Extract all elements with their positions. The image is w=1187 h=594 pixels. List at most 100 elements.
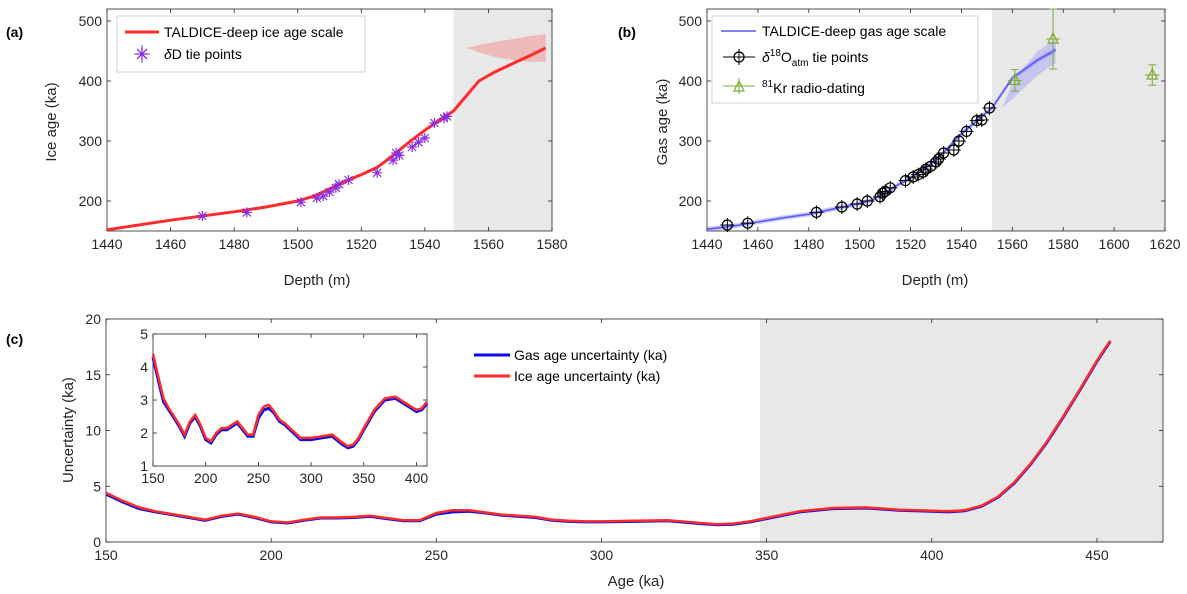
0-xtick-label: 1440 (91, 236, 122, 252)
2-ytick-label: 10 (85, 423, 101, 439)
d18O-tie-point (982, 101, 997, 115)
3-ytick-label: 2 (140, 425, 148, 441)
panel-b-plot-area: 1440 1460 1480 1500 1520 1540 1560 1580 1600 1620… (679, 8, 1181, 252)
panel-a-xlabel: Depth (m) (284, 272, 351, 289)
ice-age-uncertainty-band (466, 34, 546, 62)
2-xtick-label: 250 (425, 547, 449, 563)
dD-tie-point (372, 167, 383, 178)
d18O-tie-point (946, 143, 961, 157)
0-xtick-label: 1520 (346, 236, 377, 252)
panel-b-legend: TALDICE-deep gas age scale δ18Oatm tie p… (711, 15, 979, 104)
dD-tie-point (334, 179, 345, 190)
3-xtick-label: 150 (141, 470, 165, 486)
legend-kr-label: 81Kr radio-dating (762, 79, 865, 96)
legend-d18O-tie-points-label: δ18Oatm tie points (762, 48, 868, 69)
1-ytick-label: 400 (679, 73, 703, 89)
2-ytick-label: 20 (85, 311, 101, 327)
3-xtick-label: 300 (299, 470, 323, 486)
legend-gas-uncertainty-label: Gas age uncertainty (ka) (514, 347, 667, 363)
3-xtick-label: 350 (352, 470, 376, 486)
0-shaded-region (453, 9, 552, 231)
d18O-tie-point (974, 113, 989, 127)
0-xtick-label: 1580 (536, 236, 567, 252)
1-xtick-label: 1560 (997, 236, 1028, 252)
d18O-tie-point (834, 200, 849, 214)
legend-dD-tie-marker (134, 45, 150, 63)
1-axes-box (706, 8, 1166, 232)
dD-tie-point (318, 191, 329, 202)
legend-ice-age-scale-label: TALDICE-deep ice age scale (164, 24, 344, 40)
3-xtick-label: 200 (194, 470, 218, 486)
d18O-tie-point (720, 218, 735, 232)
1-xtick-label: 1600 (1099, 236, 1130, 252)
inset-ice-uncertainty-line (151, 353, 428, 448)
2-xtick-label: 300 (590, 547, 614, 563)
kr-radio-dating-point (1145, 64, 1160, 86)
0-ytick-label: 500 (79, 13, 103, 29)
panel-c-legend: Gas age uncertainty (ka) Ice age uncerta… (474, 347, 667, 384)
0-ytick-label: 300 (79, 133, 103, 149)
panel-b-legend-box (711, 15, 979, 104)
1-ytick-label: 200 (679, 193, 703, 209)
dD-tie-point (438, 113, 449, 124)
2-ytick-label: 5 (93, 478, 101, 494)
0-xtick-label: 1480 (219, 236, 250, 252)
dD-tie-point (388, 155, 399, 166)
legend-kr-marker (723, 78, 755, 94)
3-ytick-label: 5 (140, 326, 148, 342)
0-ytick-label: 200 (79, 193, 103, 209)
kr-radio-dating-point (1046, 8, 1061, 70)
1-xtick-label: 1460 (742, 236, 773, 252)
ice-age-uncertainty-line (105, 340, 1112, 526)
panel-c-label: (c) (6, 331, 23, 347)
d18O-tie-point (740, 216, 755, 231)
dD-tie-point (394, 150, 405, 161)
2-ytick-label: 15 (85, 367, 101, 383)
d18O-tie-point (860, 194, 875, 208)
dD-tie-point (442, 111, 453, 122)
1-ytick-label: 500 (679, 13, 703, 29)
d18O-tie-point (916, 165, 931, 180)
dD-tie-point (343, 175, 354, 185)
dD-tie-point (429, 118, 440, 128)
2-shaded-region (760, 319, 1163, 542)
d18O-tie-point (883, 180, 898, 195)
legend-dD-tie-points-label: δD tie points (164, 46, 242, 62)
0-xtick-label: 1540 (409, 236, 440, 252)
0-xtick-label: 1500 (282, 236, 313, 252)
0-axes-box (106, 8, 553, 232)
dD-tie-point (413, 137, 424, 148)
panel-b-xlabel: Depth (m) (902, 272, 969, 289)
d18O-tie-point (936, 146, 951, 160)
d18O-tie-point (951, 134, 966, 148)
1-xtick-label: 1620 (1149, 236, 1180, 252)
3-ytick-label: 3 (140, 392, 148, 408)
dD-tie-point (197, 211, 208, 221)
0-xtick-label: 1560 (473, 236, 504, 252)
dD-tie-point (295, 197, 306, 208)
panel-a: (a) 1440 1460 1480 1500 1520 1540 1560 1580 200 3… (6, 8, 568, 289)
1-xtick-label: 1480 (793, 236, 824, 252)
1-shaded-region (991, 9, 1165, 231)
dD-tie-point (324, 187, 335, 197)
dD-tie-point (419, 133, 430, 143)
2-xtick-label: 450 (1085, 547, 1109, 563)
0-xtick-label: 1460 (155, 236, 186, 252)
2-xtick-label: 400 (920, 547, 944, 563)
3-ytick-label: 4 (140, 359, 148, 375)
inset-background (153, 334, 427, 466)
panel-c-inset: 150 200 250 300 350 400 1 2 3 4 5 (140, 326, 428, 486)
1-xtick-label: 1520 (895, 236, 926, 252)
1-xtick-label: 1540 (946, 236, 977, 252)
d18O-tie-point (850, 197, 865, 211)
panel-b-label: (b) (618, 24, 636, 40)
panel-c-ylabel: Uncertainty (ka) (60, 377, 77, 483)
panel-a-legend: TALDICE-deep ice age scale δD tie points (116, 15, 366, 73)
2-xtick-label: 350 (755, 547, 779, 563)
3-ytick-label: 1 (140, 458, 148, 474)
panel-c-xlabel: Age (ka) (608, 573, 665, 590)
dD-tie-point (241, 207, 252, 218)
d18O-tie-point (809, 205, 824, 220)
